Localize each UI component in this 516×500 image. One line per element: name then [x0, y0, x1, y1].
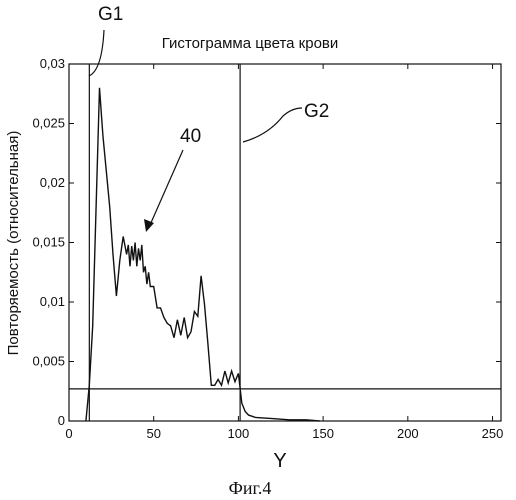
histogram-curve [86, 88, 320, 421]
x-tick-label: 150 [312, 426, 334, 441]
y-tick-label: 0,015 [32, 235, 65, 250]
curve-label-leader-line [150, 150, 183, 225]
y-tick-label: 0 [58, 413, 65, 428]
g1-leader-line [89, 30, 104, 76]
y-tick-label: 0,01 [40, 294, 65, 309]
chart-title: Гистограмма цвета крови [162, 35, 339, 52]
figure-caption: Фиг.4 [229, 478, 272, 498]
x-tick-label: 50 [146, 426, 160, 441]
x-tick-label: 100 [228, 426, 250, 441]
g2-leader-line [243, 108, 302, 142]
x-axis-title: Y [273, 450, 286, 472]
y-tick-label: 0,025 [32, 116, 65, 131]
curve-label: 40 [180, 126, 201, 147]
curve-label-arrowhead [144, 219, 154, 232]
plot-frame [69, 64, 501, 421]
y-axis-title: Повторяемость (относительная) [5, 131, 22, 356]
x-tick-label: 0 [65, 426, 72, 441]
g1-label: G1 [98, 4, 123, 25]
y-axis-ticks: 0 0,005 0,01 0,015 0,02 0,025 0,03 [32, 56, 501, 428]
x-tick-label: 200 [397, 426, 419, 441]
y-tick-label: 0,03 [40, 56, 65, 71]
x-tick-label: 250 [482, 426, 504, 441]
y-tick-label: 0,02 [40, 175, 65, 190]
y-tick-label: 0,005 [32, 354, 65, 369]
g2-label: G2 [304, 101, 329, 122]
